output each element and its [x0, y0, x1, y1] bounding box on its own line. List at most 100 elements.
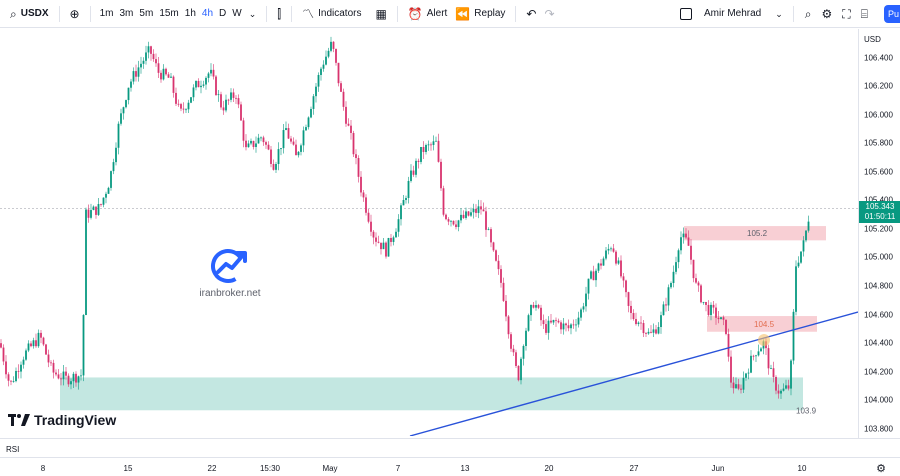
chart-area[interactable]: 105.2 104.5 103.9 iranbroker.net TradingVi…: [0, 29, 858, 436]
layout-name-button[interactable]: Amir Mehrad ⌄: [676, 7, 787, 20]
price-tick: 104.000: [864, 395, 893, 405]
timeframe-1m[interactable]: 1m: [99, 8, 114, 19]
compare-symbol-button[interactable]: ⊕: [66, 8, 84, 20]
fullscreen-icon[interactable]: ⛶: [842, 6, 851, 21]
candle-body: [647, 331, 650, 334]
candle-body: [127, 87, 130, 101]
price-tick: 106.200: [864, 81, 893, 91]
time-axis[interactable]: 8 15 22 15:30 May 7 13 20 27 Jun 10 ⚙: [0, 457, 900, 476]
candle-body: [455, 224, 457, 227]
candle-body: [292, 141, 295, 145]
search-icon: ⌕: [10, 6, 17, 21]
candle-body: [377, 241, 380, 243]
camera-icon[interactable]: ⌸: [860, 6, 868, 21]
candle-body: [445, 214, 447, 220]
watermark-text: iranbroker.net: [199, 288, 261, 299]
candle-body: [692, 259, 695, 279]
timeframe-w[interactable]: W: [232, 8, 242, 19]
candle-body: [97, 204, 100, 215]
tradingview-logo[interactable]: TradingView: [8, 412, 116, 428]
redo-button[interactable]: ↷: [540, 8, 558, 20]
candle-body: [185, 109, 187, 111]
candle-body: [502, 282, 505, 301]
candle-body: [197, 80, 200, 88]
candle-body: [450, 220, 452, 222]
candle-body: [537, 305, 540, 308]
candle-body: [625, 280, 627, 293]
redo-icon: ↷: [544, 6, 555, 21]
time-label: 8: [40, 464, 46, 473]
timeframe-4h[interactable]: 4h: [201, 8, 214, 19]
candle-body: [302, 130, 305, 146]
settings-icon[interactable]: ⚙: [821, 6, 833, 21]
candle-body: [510, 334, 512, 349]
currency-label[interactable]: USD: [864, 35, 881, 44]
candle-body: [270, 149, 272, 164]
candle-body: [665, 304, 667, 306]
quick-search-icon[interactable]: ⌕: [804, 6, 812, 21]
zone-label-layer: 105.2 104.5 103.9: [747, 229, 817, 415]
divider: [396, 5, 398, 22]
candle-body: [130, 81, 132, 88]
timeframe-list: 1m 3m 5m 15m 1h 4h D W ⌄: [97, 0, 261, 28]
candle-body: [515, 352, 517, 366]
candle-body: [307, 117, 310, 128]
chevron-down-icon: ⌄: [775, 8, 783, 19]
timeframe-5m[interactable]: 5m: [139, 8, 154, 19]
rsi-pane-header[interactable]: RSI: [0, 438, 900, 457]
candle-body: [805, 230, 807, 241]
candle-body: [385, 242, 387, 257]
timeframe-15m[interactable]: 15m: [159, 8, 179, 19]
candle-body: [105, 193, 107, 198]
candle-body: [552, 319, 555, 323]
chart-canvas[interactable]: 105.2 104.5 103.9: [0, 29, 858, 436]
candle-body: [260, 137, 262, 139]
candle-body: [635, 319, 637, 325]
candle-body: [115, 147, 117, 163]
candle-body: [117, 123, 120, 148]
candle-body: [767, 348, 770, 369]
timeframe-1h[interactable]: 1h: [184, 8, 196, 19]
chevron-down-icon[interactable]: ⌄: [248, 8, 257, 19]
candle-body: [530, 304, 532, 316]
undo-button[interactable]: ↶: [522, 8, 540, 20]
timeframe-d[interactable]: D: [219, 8, 227, 19]
candle-body: [62, 371, 65, 380]
candle-body: [12, 381, 15, 382]
chart-type-button[interactable]: ⫿: [273, 8, 285, 20]
candle-body: [102, 197, 105, 205]
timeframe-3m[interactable]: 3m: [119, 8, 134, 19]
candle-body: [425, 144, 427, 153]
candle-body: [757, 351, 760, 356]
price-tick: 103.800: [864, 424, 893, 434]
current-price-value: 105.343: [865, 201, 895, 211]
candle-body: [27, 343, 30, 351]
alert-button[interactable]: ⏰ Alert: [404, 8, 452, 20]
candle-body: [640, 322, 642, 324]
candle-body: [170, 76, 172, 78]
candle-body: [180, 104, 182, 109]
candle-body: [40, 332, 42, 338]
candle-body: [222, 107, 225, 111]
candle-body: [700, 285, 702, 303]
candle-body: [485, 211, 487, 230]
candle-body: [305, 127, 307, 131]
gear-icon[interactable]: ⚙: [876, 463, 886, 475]
candle-body: [542, 320, 545, 325]
price-scale[interactable]: USD 106.400 106.200 106.000 105.800 105.…: [858, 29, 900, 438]
candle-body: [660, 315, 662, 328]
symbol-search-button[interactable]: ⌕ USDX: [6, 8, 53, 20]
candle-body: [337, 62, 340, 84]
replay-button[interactable]: ⏪ Replay: [451, 8, 509, 20]
layouts-button[interactable]: ▦: [365, 8, 390, 20]
candle-body: [152, 53, 155, 60]
candle-body: [315, 86, 317, 97]
indicators-button[interactable]: 〽 Indicators: [298, 8, 365, 20]
candle-body: [597, 263, 600, 271]
candle-body: [90, 210, 92, 218]
candle-body: [42, 337, 45, 345]
publish-button[interactable]: Pu: [884, 5, 900, 23]
candle-body: [570, 324, 572, 329]
candle-body: [682, 233, 685, 238]
candle-body: [247, 143, 250, 148]
